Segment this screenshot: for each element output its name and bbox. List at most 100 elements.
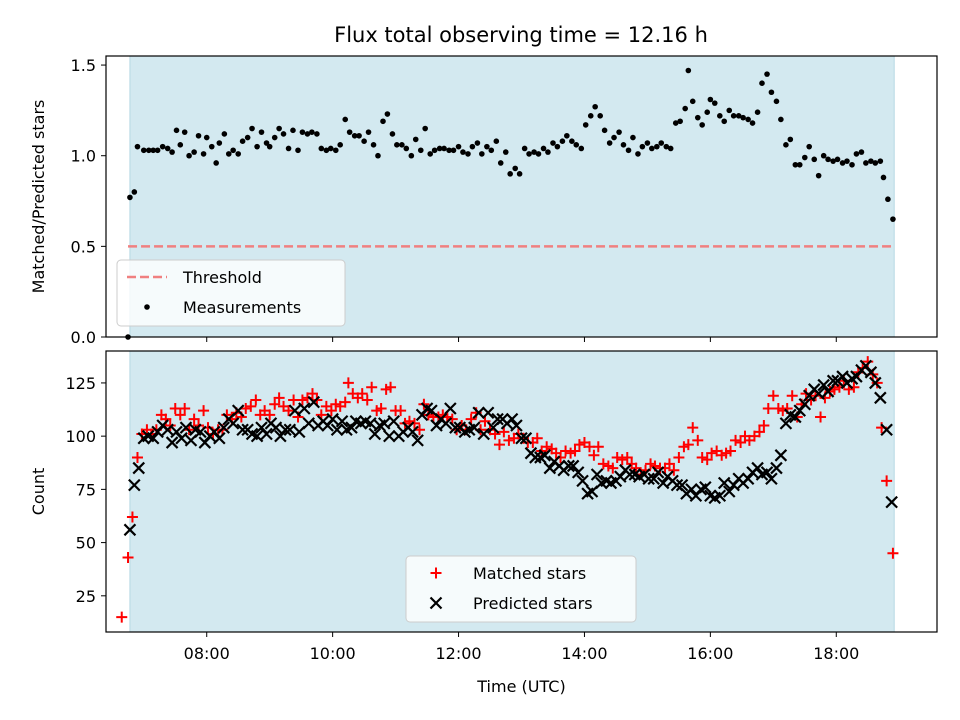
measurement-point xyxy=(127,194,133,201)
matched-star-point xyxy=(283,405,295,417)
predicted-star-point xyxy=(260,427,273,441)
measurement-point xyxy=(630,134,636,141)
x-axis-label: Time (UTC) xyxy=(476,677,565,696)
matched-star-point xyxy=(503,434,515,446)
measurement-point xyxy=(216,140,223,146)
figure-title: Flux total observing time = 12.16 h xyxy=(334,23,708,47)
measurement-point xyxy=(422,125,428,132)
measurement-point xyxy=(131,189,138,195)
predicted-star-point xyxy=(330,423,344,437)
matched-star-point xyxy=(687,422,699,434)
predicted-star-point xyxy=(231,404,245,417)
measurement-point xyxy=(299,129,306,135)
matched-star-point xyxy=(116,611,128,623)
y-tick-label: 75 xyxy=(76,480,96,499)
measurement-point xyxy=(606,140,613,146)
predicted-star-point xyxy=(798,397,812,411)
matched-star-point xyxy=(588,449,600,461)
predicted-star-point xyxy=(236,423,249,437)
y-axis-label: Count xyxy=(29,468,48,516)
predicted-star-point xyxy=(647,472,660,486)
measurement-point xyxy=(337,142,343,148)
measurement-point xyxy=(351,132,358,139)
measurement-point xyxy=(159,143,166,150)
measurement-point xyxy=(427,151,434,157)
predicted-star-point xyxy=(298,402,311,415)
matched-star-point xyxy=(611,451,623,463)
predicted-star-point xyxy=(722,485,736,498)
measurement-point xyxy=(150,147,157,154)
measurement-point xyxy=(559,138,566,145)
predicted-star-point xyxy=(123,523,137,537)
matched-star-point xyxy=(597,458,609,470)
measurement-point xyxy=(403,145,410,152)
measurement-point xyxy=(672,120,679,126)
matched-star-point xyxy=(753,426,765,438)
predicted-star-point xyxy=(377,417,391,430)
matched-star-point xyxy=(730,434,742,446)
x-tick-label: 08:00 xyxy=(184,644,230,663)
matched-star-point xyxy=(701,454,713,466)
predicted-star-point xyxy=(165,436,179,449)
measurement-point xyxy=(858,149,865,155)
matched-star-point xyxy=(692,434,704,446)
predicted-star-point xyxy=(279,423,292,437)
x-tick-label: 16:00 xyxy=(687,644,733,663)
y-tick-label: 0.0 xyxy=(71,328,96,347)
measurement-point xyxy=(460,149,466,155)
measurement-point xyxy=(754,109,761,115)
y-tick-label: 50 xyxy=(76,534,96,553)
predicted-star-point xyxy=(481,406,495,420)
matched-star-point xyxy=(541,441,553,453)
predicted-star-point xyxy=(874,391,887,405)
matched-star-point xyxy=(696,451,708,463)
measurement-point xyxy=(717,113,723,119)
predicted-star-point xyxy=(774,449,788,462)
measurement-point xyxy=(521,145,528,152)
measurement-point xyxy=(280,131,287,137)
measurement-point xyxy=(759,80,765,86)
measurement-point xyxy=(735,113,742,119)
predicted-star-point xyxy=(510,419,523,432)
legend: Threshold Measurements xyxy=(116,259,346,327)
matched-star-point xyxy=(174,409,186,421)
measurement-point xyxy=(173,127,180,134)
predicted-star-point xyxy=(288,404,302,417)
matched-star-point xyxy=(179,402,191,414)
matched-star-point xyxy=(887,547,899,559)
measurement-point xyxy=(417,147,424,154)
matched-star-point xyxy=(725,445,737,457)
matched-star-point xyxy=(531,432,543,444)
matched-star-point xyxy=(573,439,585,451)
matched-star-point xyxy=(269,398,281,410)
measurement-point xyxy=(582,122,589,128)
measurement-point xyxy=(844,158,850,164)
measurement-point xyxy=(811,156,818,163)
matched-star-point xyxy=(188,413,200,425)
measurement-point xyxy=(455,143,462,150)
measurement-point xyxy=(479,151,485,157)
predicted-star-point xyxy=(217,421,231,434)
count-panel: 08:00 10:00 12:00 14:00 16:00 18:00 25 50 75 100 1… xyxy=(29,350,938,696)
measurement-point xyxy=(431,147,438,154)
y-tick-label: 125 xyxy=(65,374,96,393)
measurement-point xyxy=(177,142,184,148)
measurement-point xyxy=(380,118,386,125)
measurement-point xyxy=(230,147,236,154)
measurement-point xyxy=(412,136,419,143)
measurement-point xyxy=(375,152,381,159)
predicted-star-point xyxy=(335,414,349,428)
predicted-star-point xyxy=(529,451,542,464)
measurement-point xyxy=(146,147,152,154)
measurement-point xyxy=(587,113,594,119)
matched-star-point xyxy=(240,402,252,414)
matched-star-point xyxy=(126,511,138,523)
measurement-point xyxy=(569,138,575,145)
predicted-star-point xyxy=(741,472,755,486)
measurement-point xyxy=(787,136,794,143)
measurement-point xyxy=(654,143,660,150)
measurement-point xyxy=(203,134,210,141)
measurement-point xyxy=(639,143,646,150)
measurement-point xyxy=(620,142,627,148)
predicted-star-point xyxy=(505,412,519,426)
